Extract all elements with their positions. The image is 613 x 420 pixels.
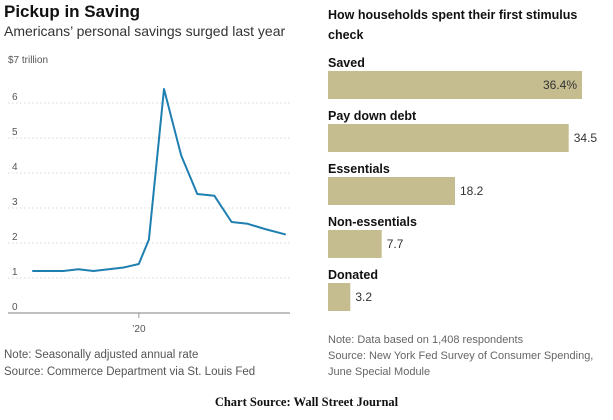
bar bbox=[328, 124, 569, 152]
bar-value-label: 36.4% bbox=[543, 78, 577, 92]
bar-chart-title: How households spent their first stimulu… bbox=[328, 8, 578, 42]
y-tick-label: 0 bbox=[12, 302, 18, 313]
line-series bbox=[32, 88, 286, 272]
line-chart: $7 trillion 0 1 2 3 4 5 6 ’20 bbox=[8, 55, 290, 335]
bar-category-label: Pay down debt bbox=[328, 109, 417, 123]
y-tick-label: 2 bbox=[12, 232, 18, 243]
chart-source-credit: Chart Source: Wall Street Journal bbox=[214, 395, 399, 409]
bar-chart-note: Note: Data based on 1,408 respondents bbox=[328, 334, 524, 346]
y-tick-label: 3 bbox=[12, 197, 18, 208]
bar-chart-source: Source: New York Fed Survey of Consumer … bbox=[328, 350, 594, 362]
bar-chart-notes: Note: Data based on 1,408 respondents So… bbox=[328, 332, 593, 380]
y-tick-label: 5 bbox=[12, 127, 18, 138]
bar bbox=[328, 71, 582, 99]
line-chart-title: Pickup in Saving bbox=[4, 2, 141, 21]
y-tick-label: 4 bbox=[12, 162, 18, 173]
bar-category-label: Essentials bbox=[328, 162, 390, 176]
x-axis: ’20 bbox=[132, 313, 146, 335]
bar-category-label: Donated bbox=[328, 268, 378, 282]
bar bbox=[328, 230, 382, 258]
y-axis: 0 1 2 3 4 5 6 bbox=[8, 92, 290, 314]
bar bbox=[328, 283, 351, 311]
y-tick-label: 1 bbox=[12, 267, 18, 278]
bar bbox=[328, 177, 455, 205]
savings-line bbox=[32, 88, 286, 272]
bar-value-label: 7.7 bbox=[387, 237, 404, 251]
y-tick-label: 6 bbox=[12, 92, 18, 103]
bar-chart-source-cont: June Special Module bbox=[328, 366, 431, 378]
bar-value-label: 3.2 bbox=[355, 290, 372, 304]
bar-value-label: 18.2 bbox=[460, 184, 484, 198]
line-chart-source: Source: Commerce Department via St. Loui… bbox=[4, 366, 256, 378]
bar-value-label: 34.5 bbox=[574, 131, 598, 145]
y-unit-label: $7 trillion bbox=[8, 55, 48, 66]
bar-category-label: Non-essentials bbox=[328, 215, 417, 229]
line-chart-subtitle: Americans’ personal savings surged last … bbox=[4, 23, 286, 39]
bar-category-label: Saved bbox=[328, 56, 365, 70]
line-chart-notes: Note: Seasonally adjusted annual rate So… bbox=[4, 347, 255, 381]
line-chart-note: Note: Seasonally adjusted annual rate bbox=[4, 349, 199, 361]
bar-chart: Saved 36.4% Pay down debt 34.5 Essentials 18.… bbox=[328, 56, 597, 311]
x-tick-label: ’20 bbox=[132, 324, 146, 335]
